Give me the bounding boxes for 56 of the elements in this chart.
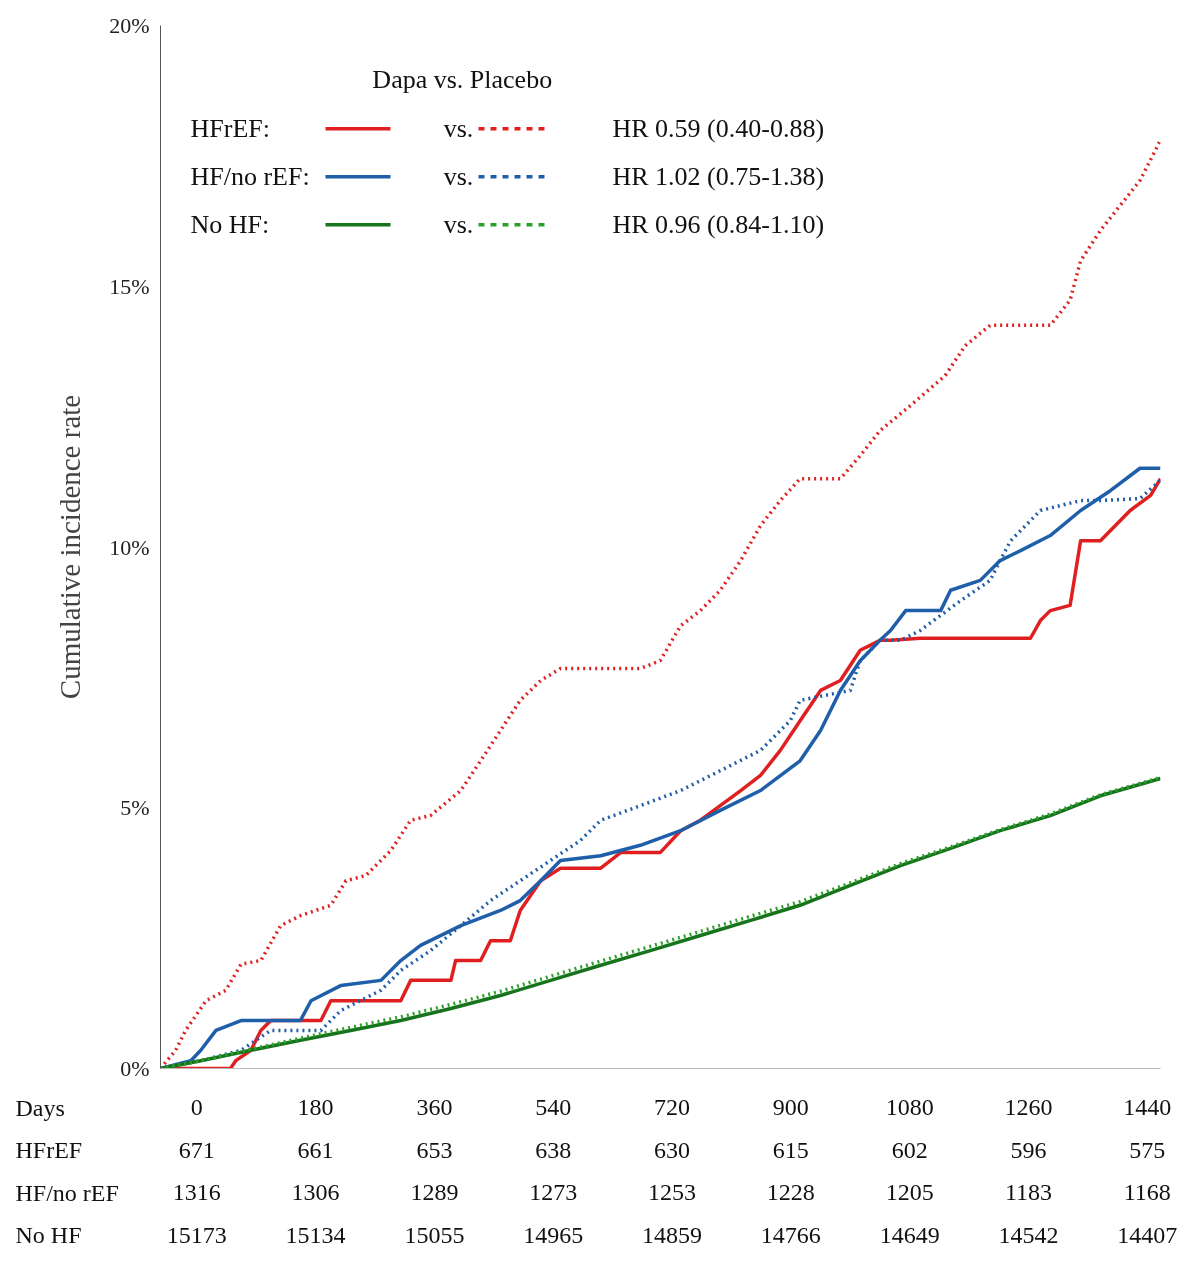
- text: 1273: [529, 1179, 578, 1206]
- x-tick-label: 720: [654, 1094, 691, 1121]
- text: 1168: [1123, 1179, 1171, 1206]
- text: 1289: [410, 1179, 459, 1206]
- text: 14407: [1117, 1221, 1178, 1248]
- text: 615: [772, 1136, 809, 1163]
- annotation: HR 1.02 (0.75-1.38): [612, 162, 825, 192]
- annotation: vs.: [443, 162, 474, 192]
- y-tick-label: 0%: [120, 1056, 150, 1081]
- y-axis-title: Cumulative incidence rate: [54, 394, 87, 700]
- annotation: HR 0.59 (0.40-0.88): [612, 114, 825, 144]
- text: 15173: [166, 1221, 227, 1248]
- text: 671: [178, 1136, 215, 1163]
- text: HF/no rEF: [15, 1179, 119, 1206]
- text: 1316: [172, 1179, 221, 1206]
- legend-label: HFrEF:: [190, 114, 270, 144]
- text: 596: [1010, 1136, 1047, 1163]
- text: 575: [1129, 1136, 1166, 1163]
- text: 602: [891, 1136, 928, 1163]
- text: 14649: [879, 1221, 940, 1248]
- x-tick-label: 900: [772, 1094, 809, 1121]
- x-tick-label: 1440: [1123, 1094, 1172, 1121]
- text: 14859: [642, 1221, 703, 1248]
- y-tick-label: 15%: [109, 273, 150, 299]
- text: 1228: [766, 1179, 815, 1206]
- text: 638: [535, 1136, 572, 1163]
- annotation: vs.: [443, 210, 474, 240]
- x-tick-label: 360: [416, 1094, 453, 1121]
- text: 15134: [285, 1221, 346, 1248]
- text: 14766: [760, 1221, 821, 1248]
- text: HFrEF: [15, 1137, 83, 1164]
- y-tick-label: 5%: [120, 795, 150, 821]
- text: No HF: [15, 1222, 82, 1249]
- x-axis-title: Days: [15, 1094, 65, 1121]
- x-tick-label: 180: [297, 1094, 334, 1121]
- text: 1306: [291, 1179, 340, 1206]
- annotation: vs.: [443, 114, 474, 144]
- x-tick-label: 1080: [885, 1094, 934, 1121]
- text: 1205: [885, 1179, 934, 1206]
- text: 661: [297, 1136, 334, 1163]
- text: 1183: [1004, 1179, 1053, 1206]
- x-tick-label: 0: [190, 1094, 203, 1121]
- y-tick-label: 20%: [109, 13, 150, 38]
- text: 14965: [523, 1221, 584, 1248]
- text: 1253: [648, 1179, 697, 1206]
- text: 630: [654, 1136, 691, 1163]
- text: 15055: [404, 1221, 465, 1248]
- text: 14542: [998, 1221, 1059, 1248]
- legend-label: No HF:: [190, 210, 270, 240]
- text: 653: [416, 1136, 453, 1163]
- y-tick-label: 10%: [109, 534, 150, 560]
- x-tick-label: 540: [535, 1094, 572, 1121]
- legend-label: HF/no rEF:: [190, 162, 310, 192]
- x-tick-label: 1260: [1004, 1094, 1053, 1121]
- legend-title: Dapa vs. Placebo: [372, 65, 553, 95]
- annotation: HR 0.96 (0.84-1.10): [612, 210, 825, 240]
